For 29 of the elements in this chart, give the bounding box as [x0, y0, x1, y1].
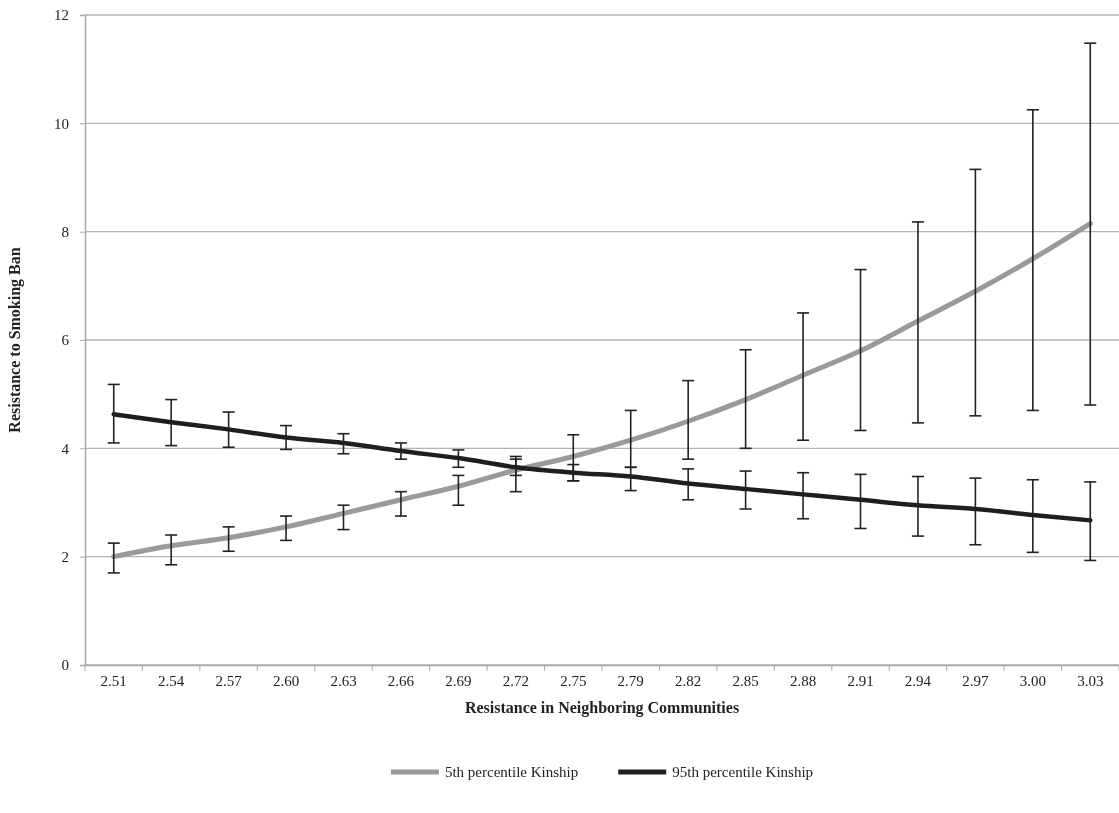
x-tick-label: 2.54	[158, 673, 185, 689]
x-axis-title: Resistance in Neighboring Communities	[464, 699, 740, 717]
x-tick-label: 2.57	[215, 673, 243, 689]
x-tick-label: 2.82	[675, 673, 702, 689]
y-tick-label: 2	[61, 548, 69, 565]
x-tick-label: 2.51	[100, 673, 127, 689]
x-tick-label: 2.60	[272, 673, 300, 689]
x-tick-label: 2.91	[847, 673, 874, 689]
x-tick-label: 2.75	[560, 673, 587, 689]
y-axis-title: Resistance to Smoking Ban	[6, 247, 24, 433]
x-tick-label: 2.66	[387, 673, 415, 689]
y-tick-label: 12	[54, 7, 69, 24]
y-tick-label: 10	[54, 115, 69, 132]
y-tick-label: 4	[61, 440, 70, 457]
y-tick-label: 0	[61, 657, 69, 674]
x-tick-label: 2.97	[962, 673, 990, 689]
legend-label: 95th percentile Kinship	[672, 764, 814, 780]
x-tick-label: 2.72	[502, 673, 529, 689]
y-tick-label: 6	[61, 332, 70, 349]
y-tick-label: 8	[61, 223, 69, 240]
legend-label: 5th percentile Kinship	[444, 764, 579, 780]
x-tick-label: 3.00	[1019, 673, 1046, 689]
x-tick-label: 2.79	[617, 673, 644, 689]
x-tick-label: 2.85	[732, 673, 759, 689]
x-tick-label: 2.69	[445, 673, 472, 689]
x-tick-label: 2.94	[904, 673, 932, 689]
x-tick-label: 2.63	[330, 673, 357, 689]
x-tick-label: 3.03	[1077, 673, 1104, 689]
x-tick-label: 2.88	[789, 673, 817, 689]
